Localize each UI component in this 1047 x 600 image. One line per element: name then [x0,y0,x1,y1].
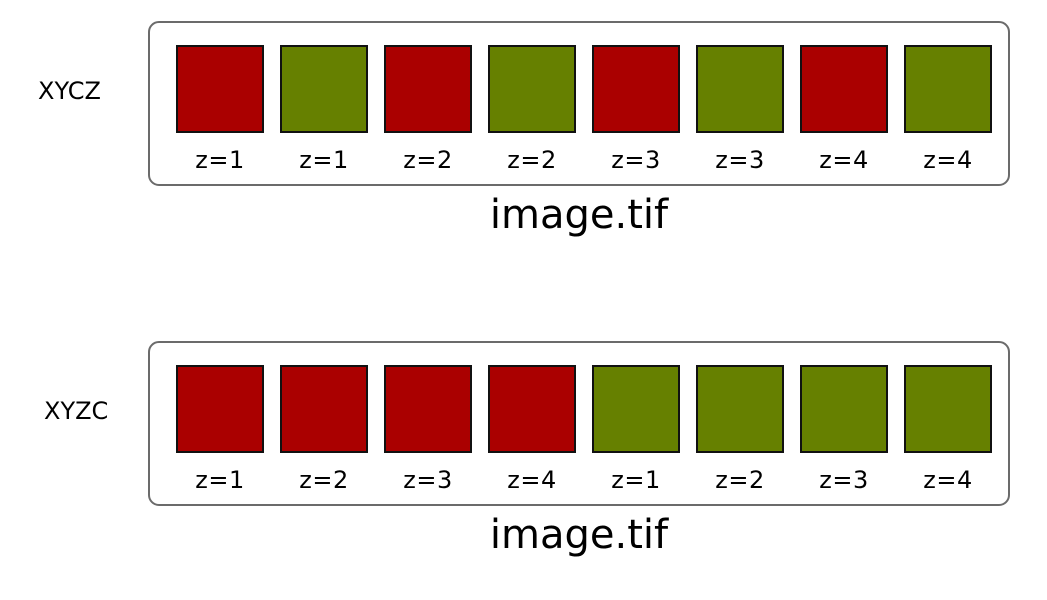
z-index-label: z=2 [403,146,453,174]
z-index-label: z=1 [299,146,349,174]
z-index-label: z=4 [923,146,973,174]
slice-green-8: z=4 [904,45,992,174]
slice-row: z=1 z=1 z=2 z=2 z=3 z=3 z=4 z=4 [176,45,996,185]
slice-green-6: z=2 [696,365,784,494]
z-index-label: z=2 [299,466,349,494]
slice-red-4: z=4 [488,365,576,494]
channel-square-red [280,365,368,453]
channel-square-green [696,45,784,133]
channel-square-green [488,45,576,133]
channel-square-green [592,365,680,453]
slice-row: z=1 z=2 z=3 z=4 z=1 z=2 z=3 z=4 [176,365,996,505]
z-index-label: z=3 [819,466,869,494]
channel-square-red [800,45,888,133]
z-index-label: z=1 [195,146,245,174]
slice-green-7: z=3 [800,365,888,494]
slice-green-6: z=3 [696,45,784,174]
dimension-order-label: XYZC [44,397,109,425]
z-index-label: z=4 [507,466,557,494]
channel-square-green [280,45,368,133]
slice-green-5: z=1 [592,365,680,494]
slice-green-2: z=1 [280,45,368,174]
z-index-label: z=3 [403,466,453,494]
z-index-label: z=2 [715,466,765,494]
channel-square-green [904,365,992,453]
channel-square-green [904,45,992,133]
filename-label: image.tif [489,192,669,238]
channel-square-red [592,45,680,133]
channel-square-red [488,365,576,453]
slice-red-1: z=1 [176,365,264,494]
channel-square-red [384,365,472,453]
z-index-label: z=1 [195,466,245,494]
slice-green-8: z=4 [904,365,992,494]
channel-square-red [176,45,264,133]
channel-square-green [800,365,888,453]
slice-red-5: z=3 [592,45,680,174]
channel-square-red [384,45,472,133]
slice-red-3: z=2 [384,45,472,174]
z-index-label: z=3 [611,146,661,174]
dimension-order-label: XYCZ [38,77,101,105]
z-index-label: z=3 [715,146,765,174]
z-index-label: z=2 [507,146,557,174]
slice-red-1: z=1 [176,45,264,174]
slice-red-7: z=4 [800,45,888,174]
z-index-label: z=4 [819,146,869,174]
channel-square-red [176,365,264,453]
slice-red-2: z=2 [280,365,368,494]
channel-square-green [696,365,784,453]
z-index-label: z=1 [611,466,661,494]
z-index-label: z=4 [923,466,973,494]
slice-green-4: z=2 [488,45,576,174]
filename-label: image.tif [489,512,669,558]
slice-red-3: z=3 [384,365,472,494]
